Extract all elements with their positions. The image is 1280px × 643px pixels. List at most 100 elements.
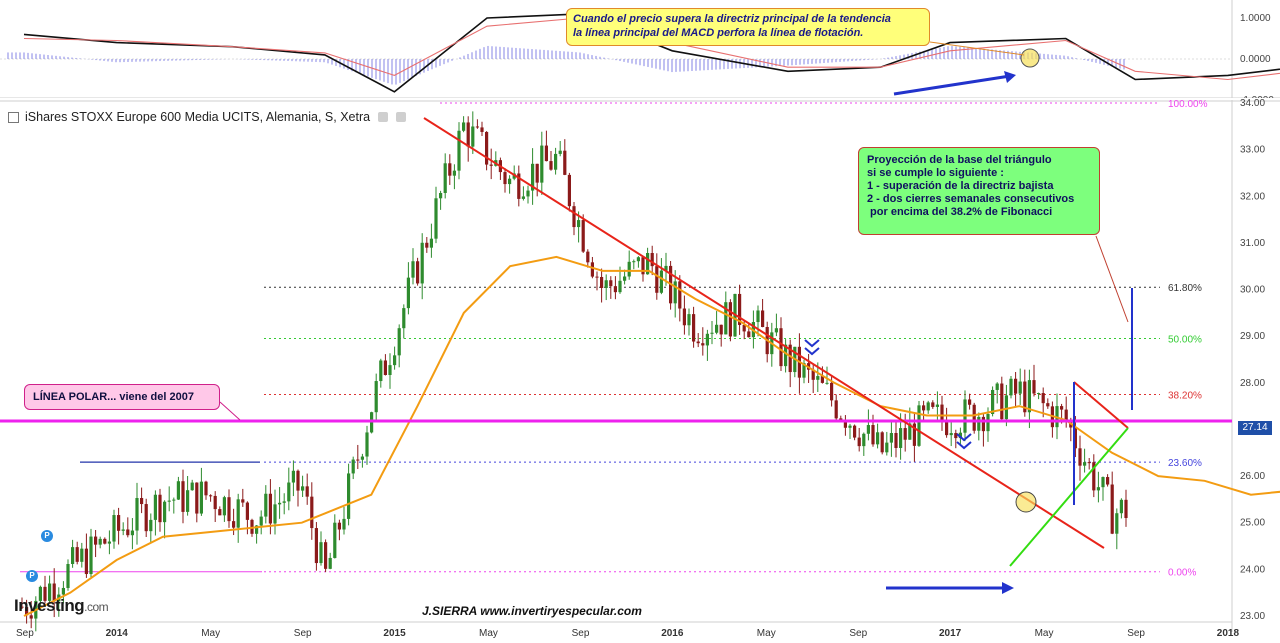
candle-body [457,130,461,171]
candle-body [1083,462,1087,466]
candle-body [195,482,199,514]
logo-suffix: .com [84,600,109,614]
macd-note-line2: la línea principal del MACD perfora la l… [573,27,864,39]
candle-body [245,502,249,520]
macd-arrow [893,74,1011,96]
instrument-title[interactable]: iShares STOXX Europe 600 Media UCITS, Al… [8,110,407,124]
macd-tick-label: 1.0000 [1240,13,1271,24]
candle-body [834,400,838,419]
triangle-note-line: por encima del 38.2% de Fibonacci [867,206,1053,218]
candle-body [678,281,682,309]
candle-body [107,541,111,544]
last-price-tag: 27.14 [1238,421,1272,435]
triangle-upper-line [1073,381,1129,429]
candle-body [618,280,622,293]
candle-body [186,490,190,512]
candle-body [908,423,912,440]
candle-body [535,163,539,183]
candle-body [682,308,686,326]
candle-body [406,277,410,309]
candle-body [843,419,847,428]
chevron-down-icon [956,433,972,442]
candle-body [199,481,203,514]
candle-body [788,344,792,373]
price-tick-label: 25.00 [1240,518,1265,529]
candle-body [1119,499,1123,514]
fibonacci-label: 38.20% [1168,390,1202,401]
investing-logo[interactable]: Investing.com [14,596,109,616]
candle-body [388,365,392,375]
candle-body [719,324,723,335]
pivot-marker-icon[interactable]: P [26,570,38,582]
candle-body [176,481,180,500]
candle-body [572,206,576,228]
candle-body [278,502,282,505]
candle-body [439,192,443,199]
candle-body [52,583,56,602]
close-icon[interactable] [396,112,407,122]
candle-body [1115,513,1119,534]
candle-body [710,332,714,334]
candle-body [130,530,134,536]
time-tick-label: 2015 [383,628,406,639]
candle-body [296,470,300,491]
candle-body [75,547,79,562]
candle-body [314,528,318,564]
candle-body [153,494,157,520]
time-tick-label: Sep [849,628,867,639]
candle-body [848,425,852,428]
candle-body [595,276,599,278]
candle-body [940,404,944,420]
candle-body [416,261,420,284]
settings-icon[interactable] [378,112,389,122]
triangle-note-pointer [1095,235,1129,323]
candle-body [29,615,33,619]
candle-body [738,293,742,325]
macd-note-line1: Cuando el precio supera la directriz pri… [573,13,891,25]
candle-body [434,198,438,239]
candle-body [365,432,369,457]
candle-body [232,521,236,528]
candle-body [333,522,337,558]
candle-body [747,331,751,338]
macd-tick-label: 0.0000 [1240,54,1271,65]
candle-body [1046,403,1050,407]
candle-body [664,265,668,271]
candle-body [912,423,916,446]
chevron-down-icon [956,441,972,450]
pivot-marker-icon[interactable]: P [41,530,53,542]
candle-body [627,261,631,277]
candle-body [880,432,884,453]
collapse-box-icon[interactable] [8,111,19,123]
candle-body [784,344,788,367]
candle-body [402,308,406,329]
candle-body [871,425,875,445]
candle-body [632,261,636,263]
candle-body [163,501,167,523]
price-tick-label: 30.00 [1240,285,1265,296]
candle-body [411,261,415,278]
macd-note: Cuando el precio supera la directriz pri… [566,8,930,46]
candle-body [945,419,949,436]
candle-body [604,280,608,288]
price-tick-label: 24.00 [1240,564,1265,575]
candle-body [342,518,346,530]
candle-body [659,270,663,293]
candle-body [1087,462,1091,464]
candle-body [1041,393,1045,404]
time-tick-label: 2016 [661,628,684,639]
candle-body [899,428,903,448]
time-tick-label: May [201,628,220,639]
candle-body [1027,380,1031,413]
candle-body [310,496,314,529]
candle-body [646,253,650,275]
macd-pane: 1.0000 0.0000 -1.0000 [0,0,1280,98]
time-tick-label: May [479,628,498,639]
candle-body [802,363,806,378]
candle-body [954,433,958,439]
candle-body [1106,477,1110,485]
candle-body [636,257,640,262]
candle-body [324,542,328,569]
candle-body [218,509,222,516]
